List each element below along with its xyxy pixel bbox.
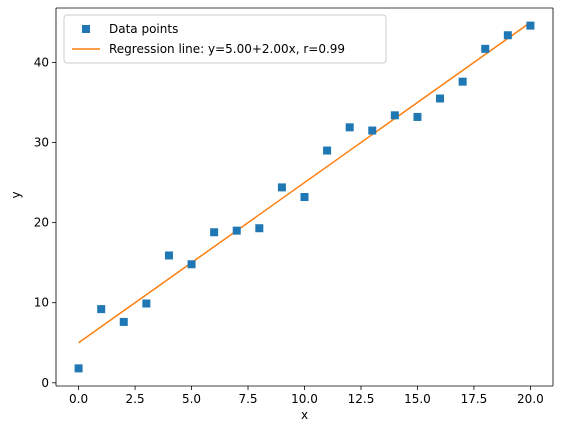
- data-point: [232, 226, 241, 235]
- x-tick-label: 10.0: [291, 392, 318, 406]
- data-point: [164, 251, 173, 260]
- legend: Data points Regression line: y=5.00+2.00x…: [63, 14, 387, 64]
- data-point: [142, 299, 151, 308]
- x-tick-label: 12.5: [348, 392, 375, 406]
- data-point: [323, 146, 332, 155]
- data-point: [436, 94, 445, 103]
- data-point: [277, 183, 286, 192]
- data-point: [481, 44, 490, 53]
- x-tick-label: 0.0: [69, 392, 88, 406]
- x-tick-label: 7.5: [238, 392, 257, 406]
- data-point: [390, 111, 399, 120]
- data-point: [526, 21, 535, 30]
- data-point: [97, 305, 106, 314]
- data-point: [503, 31, 512, 40]
- x-tick-label: 20.0: [517, 392, 544, 406]
- legend-box: [63, 14, 387, 64]
- y-tick-label: 40: [34, 55, 49, 69]
- legend-label-data-points: Data points: [109, 22, 178, 36]
- x-tick-label: 15.0: [404, 392, 431, 406]
- regression-line: [78, 21, 531, 344]
- data-point: [255, 224, 264, 233]
- data-point: [345, 123, 354, 132]
- x-tick-label: 5.0: [182, 392, 201, 406]
- y-axis-label: y: [9, 191, 23, 198]
- y-tick-label: 20: [34, 216, 49, 230]
- data-point: [300, 193, 309, 201]
- y-tick-label: 30: [34, 136, 49, 150]
- legend-marker-data-points: [82, 25, 90, 33]
- y-tick-label: 10: [34, 296, 49, 310]
- data-point: [458, 77, 467, 86]
- x-tick-label: 17.5: [461, 392, 488, 406]
- y-tick-label: 0: [41, 376, 49, 390]
- data-point: [413, 112, 422, 121]
- x-tick-label: 2.5: [126, 392, 145, 406]
- x-axis-label: x: [301, 408, 308, 422]
- data-point: [74, 364, 83, 373]
- data-point: [119, 317, 128, 326]
- data-point: [210, 228, 219, 237]
- data-point: [187, 260, 196, 269]
- data-point: [368, 126, 377, 135]
- legend-label-regression-line: Regression line: y=5.00+2.00x, r=0.99: [109, 42, 345, 56]
